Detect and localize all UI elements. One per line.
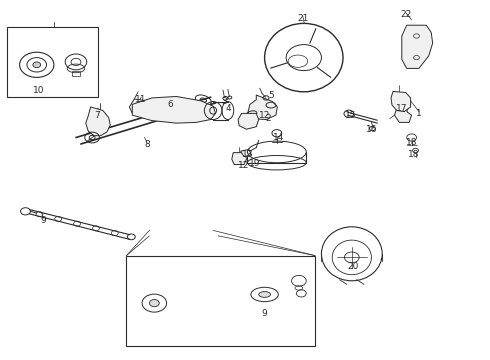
Polygon shape: [132, 96, 216, 123]
Ellipse shape: [259, 292, 270, 297]
Polygon shape: [402, 25, 433, 68]
Polygon shape: [232, 153, 246, 165]
Polygon shape: [394, 99, 412, 122]
Text: 21: 21: [297, 14, 309, 23]
Text: 16: 16: [366, 125, 377, 134]
Text: 19: 19: [249, 159, 261, 168]
Bar: [7, 27, 98, 97]
Text: 12: 12: [238, 161, 250, 170]
Text: 6: 6: [167, 100, 173, 109]
Text: 1: 1: [416, 109, 422, 118]
Text: 20: 20: [347, 262, 359, 271]
Text: 15: 15: [344, 111, 356, 120]
Text: 11: 11: [135, 95, 147, 104]
Polygon shape: [248, 95, 277, 120]
Bar: [72, 71, 80, 76]
Circle shape: [33, 62, 41, 68]
Text: 13: 13: [242, 150, 254, 159]
Text: 12: 12: [259, 111, 270, 120]
Text: 4: 4: [226, 104, 232, 113]
Polygon shape: [391, 91, 411, 112]
Polygon shape: [238, 113, 259, 129]
Text: 14: 14: [272, 133, 284, 142]
Text: 7: 7: [95, 111, 100, 120]
Text: 3: 3: [221, 97, 227, 106]
Circle shape: [149, 300, 159, 307]
Text: 9: 9: [40, 216, 46, 225]
Text: 18: 18: [408, 150, 420, 159]
Text: 17: 17: [396, 104, 408, 113]
Text: 9: 9: [262, 310, 268, 319]
Text: 22: 22: [400, 10, 411, 19]
Text: 18: 18: [406, 138, 417, 147]
Bar: [126, 256, 315, 346]
Text: 2: 2: [266, 114, 271, 123]
Polygon shape: [241, 149, 251, 157]
Text: 10: 10: [33, 86, 45, 95]
Text: 8: 8: [144, 140, 150, 149]
Text: 5: 5: [268, 91, 274, 100]
Polygon shape: [129, 99, 150, 116]
Polygon shape: [86, 107, 110, 136]
